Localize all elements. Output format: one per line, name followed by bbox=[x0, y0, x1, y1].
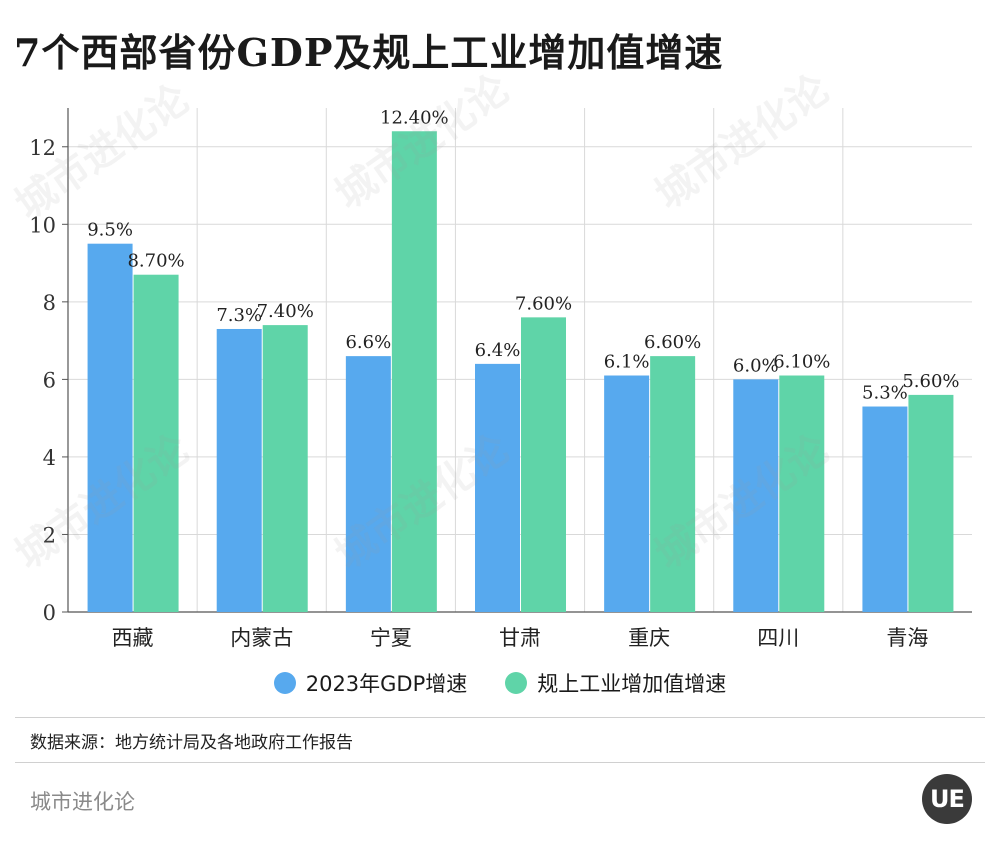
data-label-gdp: 6.1% bbox=[604, 352, 650, 373]
bar-industry bbox=[391, 131, 437, 612]
data-label-industry: 8.70% bbox=[127, 251, 184, 272]
x-tick-label: 内蒙古 bbox=[230, 626, 293, 650]
source-note: 数据来源：地方统计局及各地政府工作报告 bbox=[30, 733, 353, 753]
x-tick-label: 西藏 bbox=[112, 626, 154, 650]
data-label-industry: 7.60% bbox=[515, 293, 572, 314]
y-tick-label: 10 bbox=[29, 213, 56, 237]
x-tick-label: 重庆 bbox=[628, 626, 670, 650]
y-tick-label: 4 bbox=[43, 446, 56, 470]
data-label-industry: 6.60% bbox=[644, 332, 701, 353]
y-tick-label: 2 bbox=[43, 523, 56, 547]
bar-industry bbox=[650, 356, 696, 612]
legend-label-gdp: 2023年GDP增速 bbox=[305, 672, 468, 696]
data-label-gdp: 9.5% bbox=[87, 220, 133, 241]
bar-gdp bbox=[216, 328, 262, 612]
data-label-gdp: 6.4% bbox=[475, 340, 521, 361]
footer-brand: 城市进化论 bbox=[30, 790, 135, 814]
bar-industry bbox=[908, 394, 954, 612]
data-label-gdp: 7.3% bbox=[216, 305, 262, 326]
bar-gdp bbox=[345, 356, 391, 612]
legend-label-industry: 规上工业增加值增速 bbox=[537, 672, 727, 696]
x-tick-label: 宁夏 bbox=[370, 626, 412, 650]
legend-item-industry: 规上工业增加值增速 bbox=[505, 668, 726, 698]
legend-swatch-gdp bbox=[273, 672, 296, 694]
y-tick-label: 8 bbox=[43, 291, 56, 315]
bar-gdp bbox=[87, 243, 133, 612]
y-tick-label: 12 bbox=[29, 136, 56, 160]
legend: 2023年GDP增速 规上工业增加值增速 bbox=[0, 668, 1000, 698]
bar-gdp bbox=[604, 375, 650, 612]
legend-swatch-industry bbox=[505, 672, 528, 694]
divider bbox=[15, 762, 985, 763]
bar-industry bbox=[779, 375, 825, 612]
y-tick-label: 6 bbox=[43, 368, 56, 392]
data-label-gdp: 6.0% bbox=[733, 355, 779, 376]
data-label-industry: 7.40% bbox=[257, 301, 314, 322]
bar-industry bbox=[133, 274, 179, 612]
data-label-gdp: 5.3% bbox=[862, 383, 908, 404]
bar-industry bbox=[521, 317, 566, 612]
divider bbox=[15, 717, 985, 718]
bar-gdp bbox=[475, 363, 520, 612]
legend-item-gdp: 2023年GDP增速 bbox=[273, 668, 468, 698]
data-label-gdp: 6.6% bbox=[345, 332, 391, 353]
x-tick-label: 甘肃 bbox=[499, 626, 541, 650]
bar-gdp bbox=[862, 406, 908, 612]
chart-title: 7个西部省份GDP及规上工业增加值增速 bbox=[14, 30, 724, 75]
data-label-industry: 5.60% bbox=[902, 371, 959, 392]
x-tick-label: 青海 bbox=[886, 626, 928, 650]
bar-gdp bbox=[733, 379, 779, 612]
bar-industry bbox=[262, 325, 308, 612]
brand-logo: UE bbox=[922, 774, 972, 824]
data-label-industry: 12.40% bbox=[380, 107, 449, 128]
y-tick-label: 0 bbox=[43, 601, 56, 625]
bar-chart: 0 2 4 6 8 10 12 9.5% 8.70% 西藏 7.3%7.40% 内蒙古 6.6% 12.4… bbox=[29, 107, 972, 650]
x-tick-label: 四川 bbox=[757, 626, 799, 650]
data-label-industry: 6.10% bbox=[773, 352, 830, 373]
